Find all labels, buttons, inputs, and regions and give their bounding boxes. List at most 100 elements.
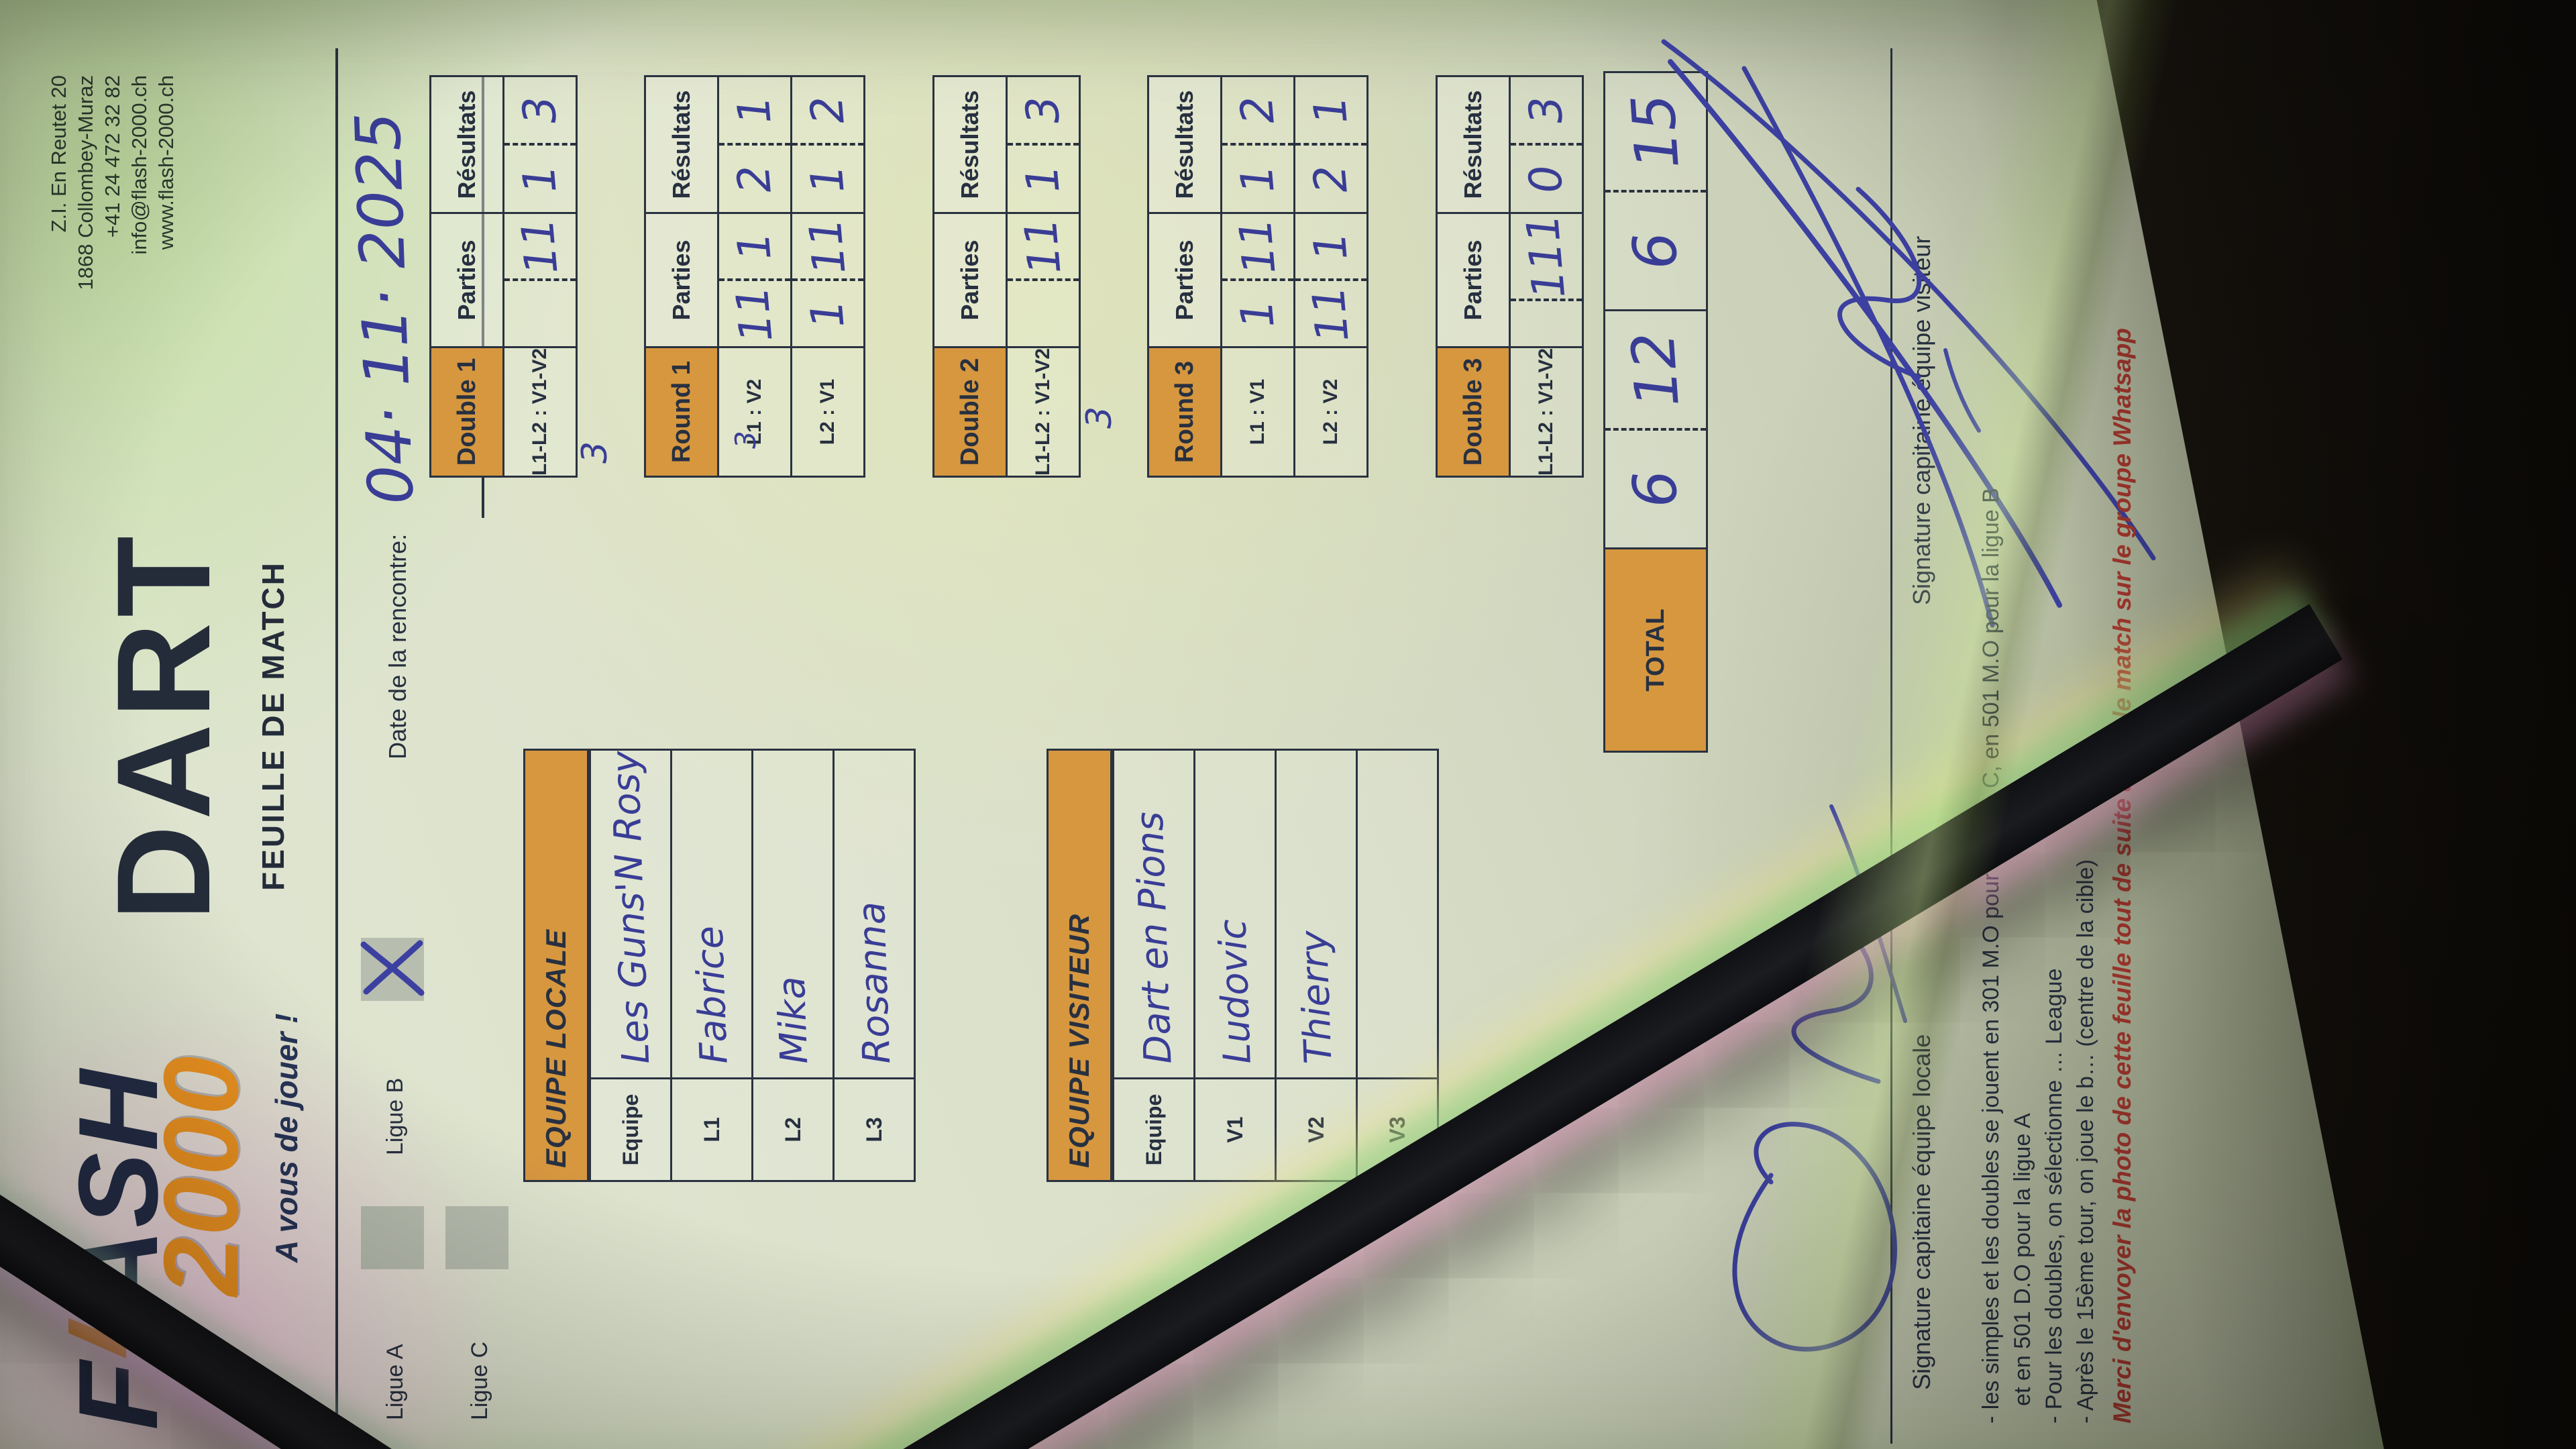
col-parties: Parties bbox=[1149, 214, 1220, 348]
table-title: Round 3 bbox=[1149, 348, 1220, 476]
col-resultats: Résultats bbox=[934, 77, 1006, 214]
league-a-checkbox bbox=[361, 1206, 424, 1269]
resultat-local: 2 bbox=[727, 162, 782, 196]
row-label: L1 bbox=[672, 1077, 751, 1180]
handwritten-team-name: Les Guns'N Rosy bbox=[603, 750, 658, 1065]
score-table-round-1: Round 1 Parties Résultats L1 : V2 11 1 2… bbox=[644, 75, 865, 478]
table-row: L1-L2 : V1-V2 111 0 3 bbox=[1509, 77, 1582, 476]
table-row: L2 : V1 1 11 1 2 bbox=[790, 77, 863, 476]
col-parties: Parties bbox=[431, 214, 502, 348]
parties-local: 11 bbox=[726, 283, 783, 344]
handwritten-player-name: Rosanna bbox=[849, 900, 899, 1065]
page-title: DART bbox=[89, 531, 237, 921]
league-b-label: Ligue B bbox=[382, 1077, 408, 1155]
handwritten-annotation: 3 bbox=[1079, 406, 1120, 429]
resultat-visitor: 3 bbox=[513, 94, 567, 127]
league-c-checkbox bbox=[445, 1206, 508, 1269]
address-line: Z.I. En Reutet 20 bbox=[47, 75, 70, 233]
parties-local: 11 bbox=[1302, 283, 1359, 344]
resultat-local: 1 bbox=[1230, 162, 1285, 196]
resultat-visitor: 3 bbox=[1519, 94, 1573, 127]
handwritten-annotation: 3 bbox=[729, 431, 762, 449]
resultat-local: 0 bbox=[1519, 162, 1573, 196]
parties-local: 1 bbox=[800, 297, 855, 331]
parties-visitor: 1 bbox=[1303, 230, 1358, 263]
visitor-team-header: EQUIPE VISITEUR bbox=[1049, 751, 1112, 1180]
visitor-team-table: EQUIPE VISITEUR Equipe Dart en Pions V1 … bbox=[1046, 749, 1439, 1182]
resultat-local: 1 bbox=[800, 162, 855, 196]
row-label: Equipe bbox=[1114, 1077, 1193, 1180]
col-parties: Parties bbox=[934, 214, 1006, 348]
score-table-double-1: Double 1 Parties Résultats L1-L2 : V1-V2… bbox=[429, 75, 578, 478]
league-a-label: Ligue A bbox=[382, 1344, 408, 1420]
table-title: Double 1 bbox=[431, 348, 502, 476]
table-row: L1-L2 : V1-V2 11 1 3 bbox=[502, 77, 576, 476]
table-row: V1 Ludovic bbox=[1193, 751, 1275, 1180]
league-c-label: Ligue C bbox=[467, 1341, 492, 1420]
parties-visitor: 11 bbox=[511, 216, 568, 277]
table-row: L3 Rosanna bbox=[833, 751, 914, 1180]
date-handwritten-value: 04· 11· 2025 bbox=[341, 111, 428, 506]
table-title: Double 3 bbox=[1438, 348, 1509, 476]
row-label: Equipe bbox=[591, 1077, 670, 1180]
handwritten-player-name: Thierry bbox=[1292, 930, 1340, 1065]
table-row: L2 Mika bbox=[751, 751, 833, 1180]
parties-visitor: 11 bbox=[1229, 216, 1286, 277]
resultat-visitor: 2 bbox=[800, 94, 855, 127]
handwritten-team-name: Dart en Pions bbox=[1127, 810, 1181, 1065]
table-row: L1 : V1 1 11 1 2 bbox=[1220, 77, 1293, 476]
table-row: L1 : V2 11 1 2 1 bbox=[717, 77, 790, 476]
row-label: L2 : V2 bbox=[1320, 378, 1342, 445]
resultat-visitor: 1 bbox=[727, 94, 782, 127]
resultat-local: 2 bbox=[1303, 162, 1358, 196]
table-row: V2 Thierry bbox=[1275, 751, 1356, 1180]
resultat-local: 1 bbox=[1016, 162, 1070, 196]
resultat-visitor: 1 bbox=[1303, 94, 1358, 127]
table-title: Round 1 bbox=[646, 348, 717, 476]
table-title: Double 2 bbox=[934, 348, 1006, 476]
table-row: V3 bbox=[1356, 751, 1437, 1180]
header-rule bbox=[335, 48, 338, 1444]
row-label: V2 bbox=[1277, 1077, 1356, 1180]
league-b-x-mark bbox=[354, 934, 428, 1001]
row-label: L2 : V1 bbox=[816, 378, 839, 445]
parties-visitor: 111 bbox=[1516, 211, 1576, 301]
handwritten-annotation: 3 bbox=[575, 441, 615, 464]
table-row: L2 : V2 11 1 2 1 bbox=[1293, 77, 1366, 476]
table-row: Equipe Dart en Pions bbox=[1112, 751, 1193, 1180]
resultat-local: 1 bbox=[513, 162, 567, 196]
row-label: L3 bbox=[835, 1077, 914, 1180]
handwritten-player-name: Fabrice bbox=[687, 925, 737, 1065]
parties-local: 1 bbox=[1230, 297, 1285, 331]
col-resultats: Résultats bbox=[646, 77, 717, 214]
parties-visitor: 11 bbox=[799, 216, 856, 277]
resultat-visitor: 2 bbox=[1230, 94, 1285, 127]
score-table-double-2: Double 2 Parties Résultats L1-L2 : V1-V2… bbox=[932, 75, 1081, 478]
col-resultats: Résultats bbox=[1438, 77, 1509, 214]
local-team-table: EQUIPE LOCALE Equipe Les Guns'N Rosy L1 … bbox=[523, 749, 916, 1182]
parties-visitor: 1 bbox=[727, 230, 782, 263]
score-table-round-3: Round 3 Parties Résultats L1 : V1 1 11 1… bbox=[1147, 75, 1368, 478]
col-parties: Parties bbox=[1438, 214, 1509, 348]
row-label: L1-L2 : V1-V2 bbox=[1535, 347, 1557, 476]
date-label: Date de la rencontre: bbox=[384, 533, 411, 759]
table-row: Equipe Les Guns'N Rosy bbox=[589, 751, 670, 1180]
handwritten-player-name: Mika bbox=[769, 975, 816, 1065]
parties-visitor: 11 bbox=[1014, 216, 1071, 277]
col-parties: Parties bbox=[646, 214, 717, 348]
resultat-visitor: 3 bbox=[1016, 94, 1070, 127]
row-label: L1 : V1 bbox=[1246, 378, 1269, 445]
row-label: V1 bbox=[1195, 1077, 1275, 1180]
table-row: L1 Fabrice bbox=[670, 751, 751, 1180]
row-label: L1-L2 : V1-V2 bbox=[529, 347, 551, 476]
row-label: L2 bbox=[753, 1077, 833, 1180]
page-subtitle: FEUILLE DE MATCH bbox=[256, 561, 290, 891]
row-label: L1 : V2 bbox=[743, 378, 765, 445]
score-table-double-3: Double 3 Parties Résultats L1-L2 : V1-V2… bbox=[1436, 75, 1584, 478]
row-label: L1-L2 : V1-V2 bbox=[1032, 347, 1054, 476]
col-resultats: Résultats bbox=[1149, 77, 1220, 214]
col-resultats: Résultats bbox=[431, 77, 502, 214]
handwritten-player-name: Ludovic bbox=[1210, 918, 1260, 1065]
local-team-header: EQUIPE LOCALE bbox=[525, 751, 589, 1180]
